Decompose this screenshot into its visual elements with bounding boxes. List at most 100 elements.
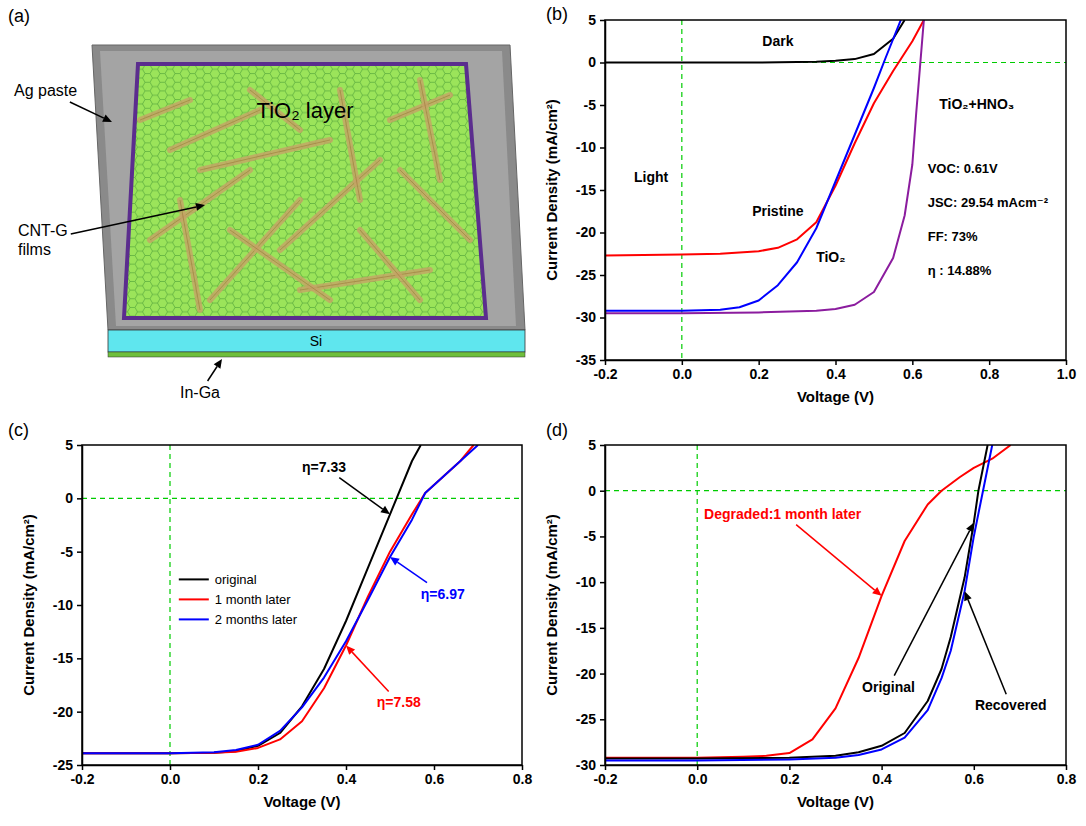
arrow-shaft [71,207,196,234]
x-tick-label: 0.8 [980,366,1000,382]
legend-swatch [179,618,209,620]
y-tick-label: -5 [584,528,597,544]
series-line [82,445,474,753]
y-tick-label: -25 [576,711,596,727]
y-tick-mark [600,317,605,319]
annotation: VOC: 0.61V [928,161,998,176]
film-label: CNT-Gfilms [18,222,68,258]
y-axis-line [605,446,607,766]
ag-paste-bevel [100,51,516,326]
y-tick-mark [600,536,605,538]
x-tick-label: 0.4 [337,771,357,787]
chart-panel: (c)-0.20.00.20.40.60.8-25-20-15-10-505Vo… [8,420,532,810]
cnt-bundle [180,200,200,310]
y-tick-label: 0 [588,483,596,499]
legend-label: original [215,572,257,587]
y-tick: -10 [53,597,82,613]
y-tick: 5 [65,437,82,453]
legend-swatch [179,578,209,580]
x-tick: 0.4 [872,765,892,787]
annotation: FF: 73% [928,229,978,244]
y-tick: -15 [576,182,605,198]
panel-label: (a) [8,6,30,26]
x-tick-mark [170,765,172,770]
y-tick-label: -35 [576,352,596,368]
cnt-bundle-core [150,170,250,240]
y-tick-label: -20 [576,224,596,240]
x-axis: -0.20.00.20.40.60.81.0 [593,360,1076,382]
y-tick: 0 [588,54,605,70]
y-tick-label: -15 [576,182,596,198]
annotation-arrow [70,102,112,122]
series-label: Dark [762,33,793,49]
annotation-arrow [208,359,222,381]
layer-label: TiO₂ layer [257,98,354,123]
y-tick: -5 [61,544,82,560]
cnt-bundle-core [420,80,440,180]
series-line [605,20,924,255]
series-line [605,20,924,313]
y-tick-mark [600,490,605,492]
y-tick: -25 [53,757,82,773]
y-tick-mark [77,711,82,713]
x-tick-mark [974,765,976,770]
x-tick: 0.6 [965,765,985,787]
back-contact-label: In-Ga [180,384,220,401]
x-tick-mark [758,360,760,365]
y-tick: -5 [584,97,605,113]
x-tick-label: 0.2 [749,366,769,382]
series-line [605,20,901,311]
cnt-bundle [150,170,250,240]
x-axis-title: Voltage (V) [797,793,874,810]
inner-border [124,64,486,318]
y-tick-mark [77,605,82,607]
cnt-bundle-core [400,170,470,240]
annotation-arrow [71,203,205,234]
film-label-line: CNT-G [18,222,68,239]
in-ga-contact [108,352,525,357]
y-tick: -30 [576,757,605,773]
y-tick-label: 0 [65,490,73,506]
x-tick-label: 0.0 [161,771,181,787]
legend-label: 2 months later [215,612,298,627]
x-tick: 0.0 [688,765,708,787]
y-tick-mark [600,445,605,447]
x-tick-label: 0.8 [513,771,533,787]
substrate-label: Si [310,333,322,349]
y-tick: -20 [576,224,605,240]
arrow-head [102,115,112,122]
cnt-bundle [230,230,330,300]
arrow-head [390,557,400,565]
ag-paste-frame [92,45,525,330]
y-tick: -25 [576,267,605,283]
x-tick: -0.2 [593,360,617,382]
y-tick: 5 [588,12,605,28]
annotation: η=7.58 [377,694,421,710]
series-label: Recovered [975,697,1047,713]
y-tick: -25 [576,711,605,727]
annotation: η=7.33 [302,459,346,475]
y-tick: -30 [576,309,605,325]
x-tick: 0.8 [513,765,533,787]
cnt-bundle [140,100,190,120]
y-tick: -5 [584,528,605,544]
x-tick-label: 0.6 [425,771,445,787]
x-tick: 0.6 [903,360,923,382]
annotation: Light [634,169,669,185]
y-tick-mark [600,190,605,192]
cnt-bundle-core [360,230,420,300]
y-tick-mark [600,765,605,767]
y-axis: -30-25-20-15-10-505 [576,437,606,773]
legend-swatch [179,598,209,600]
y-tick-label: -10 [53,597,73,613]
x-tick-label: -0.2 [70,771,94,787]
y-tick-label: -15 [53,650,73,666]
arrow-head [214,359,222,369]
series-line [605,445,1011,758]
x-tick-mark [346,765,348,770]
y-tick: 0 [588,483,605,499]
y-tick-mark [600,582,605,584]
annotation: η=6.97 [421,586,465,602]
y-tick: -20 [53,704,82,720]
y-tick-mark [600,62,605,64]
